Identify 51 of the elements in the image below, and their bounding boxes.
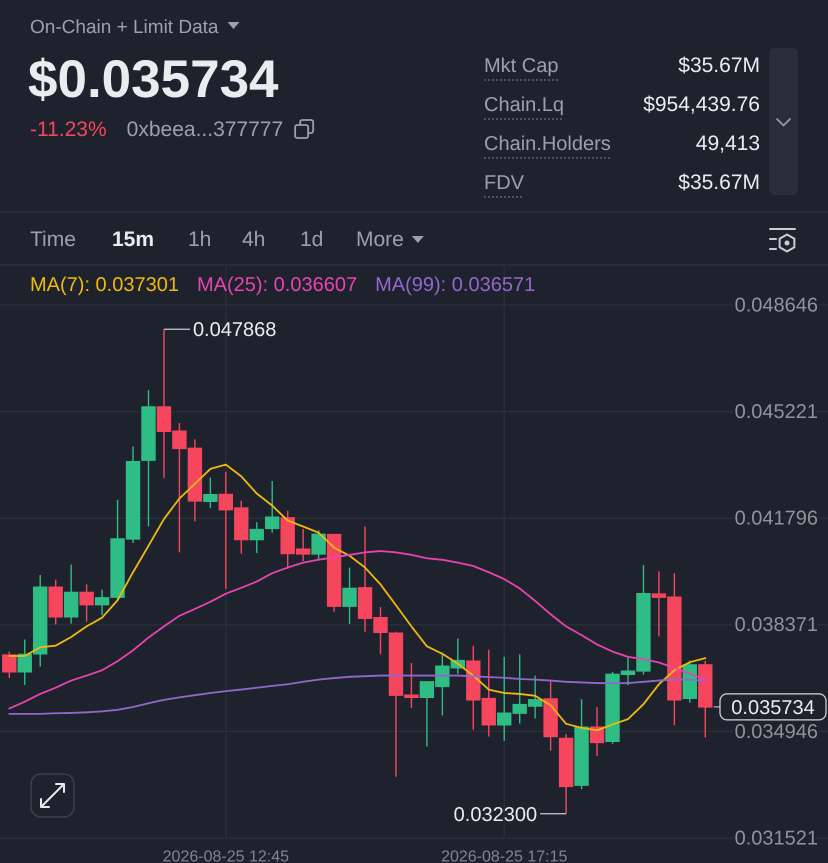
candlestick [141,389,156,528]
candlestick [326,534,342,612]
annotation: 0.047868 [192,319,276,342]
text: MA(99): 0.036571 [375,274,536,296]
ref-line-label: 0.035734 [731,696,815,719]
candlestick [203,476,218,509]
x-tick-label: 2026-08-25 17:15 [441,848,568,863]
y-tick-label: 0.041796 [734,508,818,530]
y-tick-label: 0.048646 [734,294,818,316]
text: 0xbeea...377777 [126,118,284,141]
text: 4h [242,228,266,251]
candlestick [2,650,16,679]
text: 49,413 [696,132,760,155]
text: More [356,228,404,251]
candlestick [574,698,589,790]
candlestick [79,584,94,622]
candlestick [64,564,78,624]
text: MA(7): 0.037301 [30,274,179,296]
candlestick [48,579,63,626]
text: MA(25): 0.036607 [196,274,358,296]
text: 1d [300,228,324,251]
candlestick [342,566,357,625]
text: $35.67M [678,54,760,77]
line-series [8,674,706,715]
candlestick [265,480,280,534]
chart-subtitle: $0.035734 [28,50,280,109]
candlestick [311,530,326,560]
text: Chain.Holders [484,133,611,155]
annotation: 0.032300 [454,804,538,826]
y-tick-label: 0.045221 [734,401,818,424]
chart-title: On-Chain + Limit Data [30,17,219,38]
text: FDV [484,172,525,194]
candlestick [590,706,604,757]
text: $35.67M [678,171,760,194]
candlestick [698,660,712,738]
text: Chain.Lq [484,94,564,116]
text: Mkt Cap [484,55,558,77]
candlestick [543,680,558,752]
candlestick [250,521,264,554]
text: 1h [188,228,212,251]
y-tick-label: 0.034946 [734,720,818,743]
text: Time [30,228,76,251]
line-series [8,464,706,732]
y-tick-label: 0.038371 [734,614,818,636]
candlestick [558,733,574,814]
text: $954,439.76 [643,93,760,116]
text: 15m [112,228,154,251]
x-tick-label: 2026-08-25 12:45 [162,848,290,863]
text: -11.23% [30,118,107,141]
y-tick-label: 0.031521 [734,827,818,850]
line-series [8,550,706,710]
